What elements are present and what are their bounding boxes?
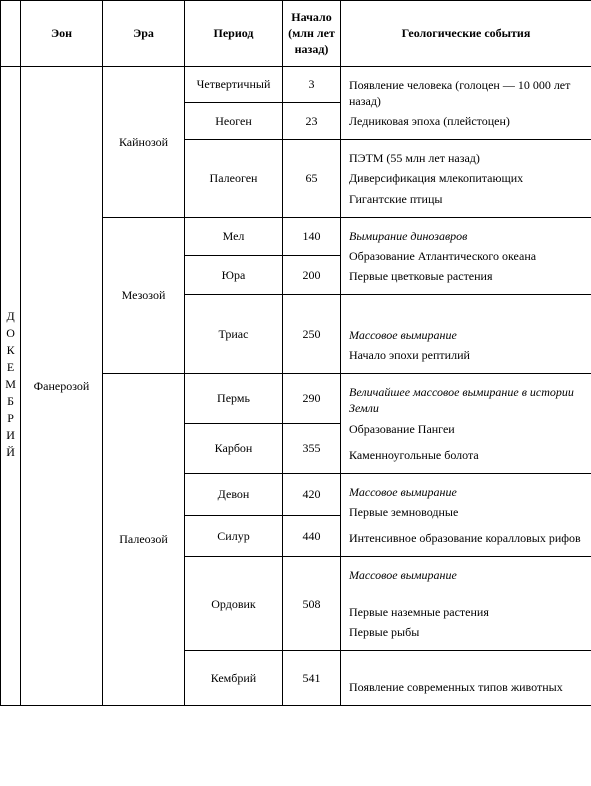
header-eon: Эон bbox=[21, 1, 103, 67]
cell-period-cretaceous: Мел bbox=[185, 217, 283, 256]
event-text: Образование Пангеи bbox=[349, 421, 583, 437]
event-text: Вымирание динозавров bbox=[349, 228, 583, 244]
cell-mya-jurassic: 200 bbox=[283, 256, 341, 295]
header-stub bbox=[1, 1, 21, 67]
event-text: Каменноугольные болота bbox=[349, 447, 583, 463]
cell-period-carboniferous: Карбон bbox=[185, 424, 283, 474]
event-text: Начало эпохи рептилий bbox=[349, 347, 583, 363]
header-mya: Начало (млн лет назад) bbox=[283, 1, 341, 67]
cell-events-cambrian: Появление современных типов животных bbox=[341, 669, 591, 706]
event-text: Диверсификация млекопитающих bbox=[349, 170, 583, 186]
cell-era-cenozoic: Кайнозой bbox=[103, 66, 185, 217]
event-text: Первые наземные растения bbox=[349, 604, 583, 620]
cell-mya-carboniferous: 355 bbox=[283, 424, 341, 474]
event-text: Ледниковая эпоха (плейстоцен) bbox=[349, 113, 583, 129]
cell-mya-neogene: 23 bbox=[283, 103, 341, 140]
cell-events-paleogene: ПЭТМ (55 млн лет назад) Диверсификация м… bbox=[341, 140, 591, 218]
cell-events-cretaceous: Вымирание динозавров Образование Атланти… bbox=[341, 217, 591, 295]
row-quaternary: ДОКЕМБРИЙ Фанерозой Кайнозой Четвертичны… bbox=[1, 66, 591, 103]
cell-mya-cretaceous: 140 bbox=[283, 217, 341, 256]
event-text: Массовое вымирание bbox=[349, 327, 583, 343]
cell-mya-paleogene: 65 bbox=[283, 140, 341, 218]
header-era: Эра bbox=[103, 1, 185, 67]
event-text: Образование Атлантического океана bbox=[349, 248, 583, 264]
event-text: Первые цветковые растения bbox=[349, 268, 583, 284]
cell-events-devonian: Массовое вымирание Первые земноводные Ин… bbox=[341, 473, 591, 557]
geologic-time-table: Эон Эра Период Начало (млн лет назад) Ге… bbox=[0, 0, 591, 706]
cell-mya-silurian: 440 bbox=[283, 515, 341, 557]
cell-events-triassic: Массовое вымирание Начало эпохи рептилий bbox=[341, 317, 591, 374]
event-text: Первые рыбы bbox=[349, 624, 583, 640]
stub-precambrian: ДОКЕМБРИЙ bbox=[1, 66, 21, 705]
cell-period-permian: Пермь bbox=[185, 374, 283, 424]
cell-period-ordovician: Ордовик bbox=[185, 557, 283, 651]
cell-events-ordovician: Первые наземные растения Первые рыбы bbox=[341, 594, 591, 651]
cell-mya-permian: 290 bbox=[283, 374, 341, 424]
cell-period-triassic: Триас bbox=[185, 295, 283, 374]
event-text: Интенсивное образование коралловых рифов bbox=[349, 530, 583, 546]
cell-period-devonian: Девон bbox=[185, 473, 283, 515]
event-text: ПЭТМ (55 млн лет назад) bbox=[349, 150, 583, 166]
cell-period-cambrian: Кембрий bbox=[185, 651, 283, 706]
header-period: Период bbox=[185, 1, 283, 67]
cell-period-silurian: Силур bbox=[185, 515, 283, 557]
cell-events-quaternary: Появление человека (голоцен — 10 000 лет… bbox=[341, 66, 591, 140]
cell-mya-quaternary: 3 bbox=[283, 66, 341, 103]
cell-period-neogene: Неоген bbox=[185, 103, 283, 140]
event-text: Появление современных типов животных bbox=[349, 679, 583, 695]
header-events: Геологические события bbox=[341, 1, 591, 67]
cell-period-paleogene: Палеоген bbox=[185, 140, 283, 218]
cell-events-triassic-top bbox=[341, 295, 591, 317]
cell-mya-triassic: 250 bbox=[283, 295, 341, 374]
event-text: Массовое вымирание bbox=[349, 484, 583, 500]
cell-period-quaternary: Четвертичный bbox=[185, 66, 283, 103]
cell-events-permian: Величайшее массовое вымирание в истории … bbox=[341, 374, 591, 474]
event-text: Гигантские птицы bbox=[349, 191, 583, 207]
cell-period-jurassic: Юра bbox=[185, 256, 283, 295]
cell-mya-ordovician: 508 bbox=[283, 557, 341, 651]
cell-era-paleozoic: Палеозой bbox=[103, 374, 185, 706]
event-text: Первые земноводные bbox=[349, 504, 583, 520]
event-text: Появление человека (голоцен — 10 000 лет… bbox=[349, 77, 583, 109]
cell-eon: Фанерозой bbox=[21, 66, 103, 705]
cell-mya-devonian: 420 bbox=[283, 473, 341, 515]
header-row: Эон Эра Период Начало (млн лет назад) Ге… bbox=[1, 1, 591, 67]
cell-era-mesozoic: Мезозой bbox=[103, 217, 185, 373]
cell-mya-cambrian: 541 bbox=[283, 651, 341, 706]
event-text: Массовое вымирание bbox=[349, 567, 583, 583]
event-text: Величайшее массовое вымирание в истории … bbox=[349, 384, 583, 416]
cell-events-cambrian-top bbox=[341, 651, 591, 669]
cell-events-ordovician-top: Массовое вымирание bbox=[341, 557, 591, 594]
